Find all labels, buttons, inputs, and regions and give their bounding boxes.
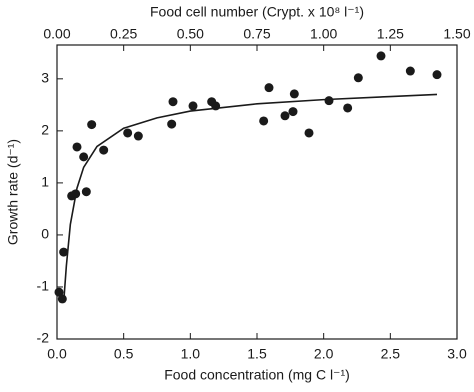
data-point <box>133 131 143 141</box>
data-point <box>79 152 89 162</box>
data-point <box>324 96 334 106</box>
data-point <box>288 107 298 117</box>
x-tick-label: 3.0 <box>447 346 467 362</box>
data-point <box>72 142 82 152</box>
data-point <box>353 73 363 83</box>
data-point <box>123 128 133 138</box>
x-tick-label: 0.0 <box>47 346 67 362</box>
x-tick-label: 2.5 <box>381 346 401 362</box>
data-point <box>405 66 415 76</box>
data-point <box>280 111 290 121</box>
x2-tick-label: 1.00 <box>310 26 337 42</box>
data-point <box>81 187 91 197</box>
x2-tick-label: 1.25 <box>377 26 404 42</box>
data-point <box>304 128 314 138</box>
y-tick-label: -1 <box>37 278 50 294</box>
data-point <box>376 51 386 61</box>
data-point <box>167 119 177 129</box>
data-point <box>87 120 97 130</box>
fit-curve <box>62 93 438 303</box>
x-tick-label: 2.0 <box>314 346 334 362</box>
data-point <box>54 287 64 297</box>
x-tick-label: 1.5 <box>247 346 267 362</box>
y-tick-label: 0 <box>41 226 49 242</box>
x2-tick-label: 1.50 <box>443 26 470 42</box>
data-point <box>188 101 198 111</box>
data-point <box>259 116 269 126</box>
y-tick-label: 1 <box>41 174 49 190</box>
x-tick-label: 0.5 <box>114 346 134 362</box>
data-point <box>343 103 353 113</box>
x2-tick-label: 0.75 <box>243 26 270 42</box>
x-axis-label: Food concentration (mg C l⁻¹) <box>164 367 350 383</box>
data-point <box>59 247 69 257</box>
plot-frame <box>56 44 458 340</box>
x-tick-label: 1.0 <box>181 346 201 362</box>
y-tick-label: -2 <box>37 330 50 346</box>
data-point <box>289 89 299 99</box>
data-point <box>99 145 109 155</box>
y-axis-label: Growth rate (d⁻¹) <box>5 139 21 245</box>
x2-tick-label: 0.00 <box>43 26 70 42</box>
y-tick-label: 3 <box>41 70 49 86</box>
data-point <box>264 83 274 93</box>
y-tick-label: 2 <box>41 122 49 138</box>
data-point <box>168 97 178 107</box>
data-point <box>57 294 67 304</box>
x2-tick-label: 0.50 <box>177 26 204 42</box>
x2-axis-label: Food cell number (Crypt. x 10⁸ l⁻¹) <box>150 4 364 20</box>
data-point <box>432 70 442 80</box>
x2-tick-label: 0.25 <box>110 26 137 42</box>
